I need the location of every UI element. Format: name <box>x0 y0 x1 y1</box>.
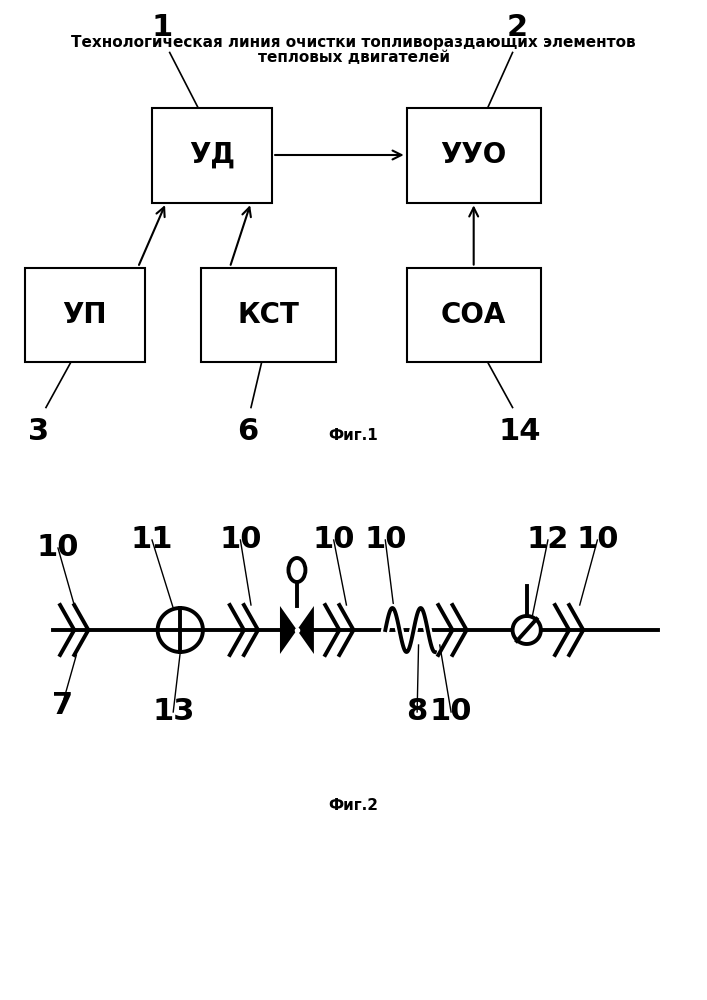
Text: 10: 10 <box>576 526 619 554</box>
Text: 10: 10 <box>312 526 355 554</box>
Text: КСТ: КСТ <box>238 301 300 329</box>
FancyBboxPatch shape <box>25 267 145 362</box>
Text: 6: 6 <box>237 418 258 446</box>
Text: УД: УД <box>189 141 235 169</box>
Text: 10: 10 <box>430 698 472 726</box>
Text: 11: 11 <box>131 526 173 554</box>
FancyBboxPatch shape <box>152 107 272 202</box>
Circle shape <box>288 558 305 582</box>
Text: 10: 10 <box>219 526 262 554</box>
Text: УП: УП <box>63 301 107 329</box>
Text: СОА: СОА <box>441 301 506 329</box>
Text: 2: 2 <box>507 13 528 42</box>
Text: УУО: УУО <box>440 141 507 169</box>
FancyBboxPatch shape <box>407 107 541 202</box>
Text: 8: 8 <box>407 698 428 726</box>
Text: 3: 3 <box>28 418 49 446</box>
Polygon shape <box>158 608 203 652</box>
Polygon shape <box>513 616 541 644</box>
Text: 1: 1 <box>152 13 173 42</box>
Text: Фиг.1: Фиг.1 <box>329 428 378 442</box>
Text: Технологическая линия очистки топливораздающих элементов: Технологическая линия очистки топливораз… <box>71 34 636 49</box>
Text: 10: 10 <box>37 534 79 562</box>
Text: 7: 7 <box>52 690 73 720</box>
FancyBboxPatch shape <box>407 267 541 362</box>
Text: 13: 13 <box>152 698 194 726</box>
Text: 12: 12 <box>527 526 569 554</box>
Text: 14: 14 <box>498 418 541 446</box>
Polygon shape <box>297 606 314 654</box>
Text: 10: 10 <box>364 526 407 554</box>
Text: Фиг.2: Фиг.2 <box>329 798 378 812</box>
Text: тепловых двигателей: тепловых двигателей <box>257 50 450 66</box>
FancyBboxPatch shape <box>201 267 336 362</box>
Polygon shape <box>280 606 297 654</box>
